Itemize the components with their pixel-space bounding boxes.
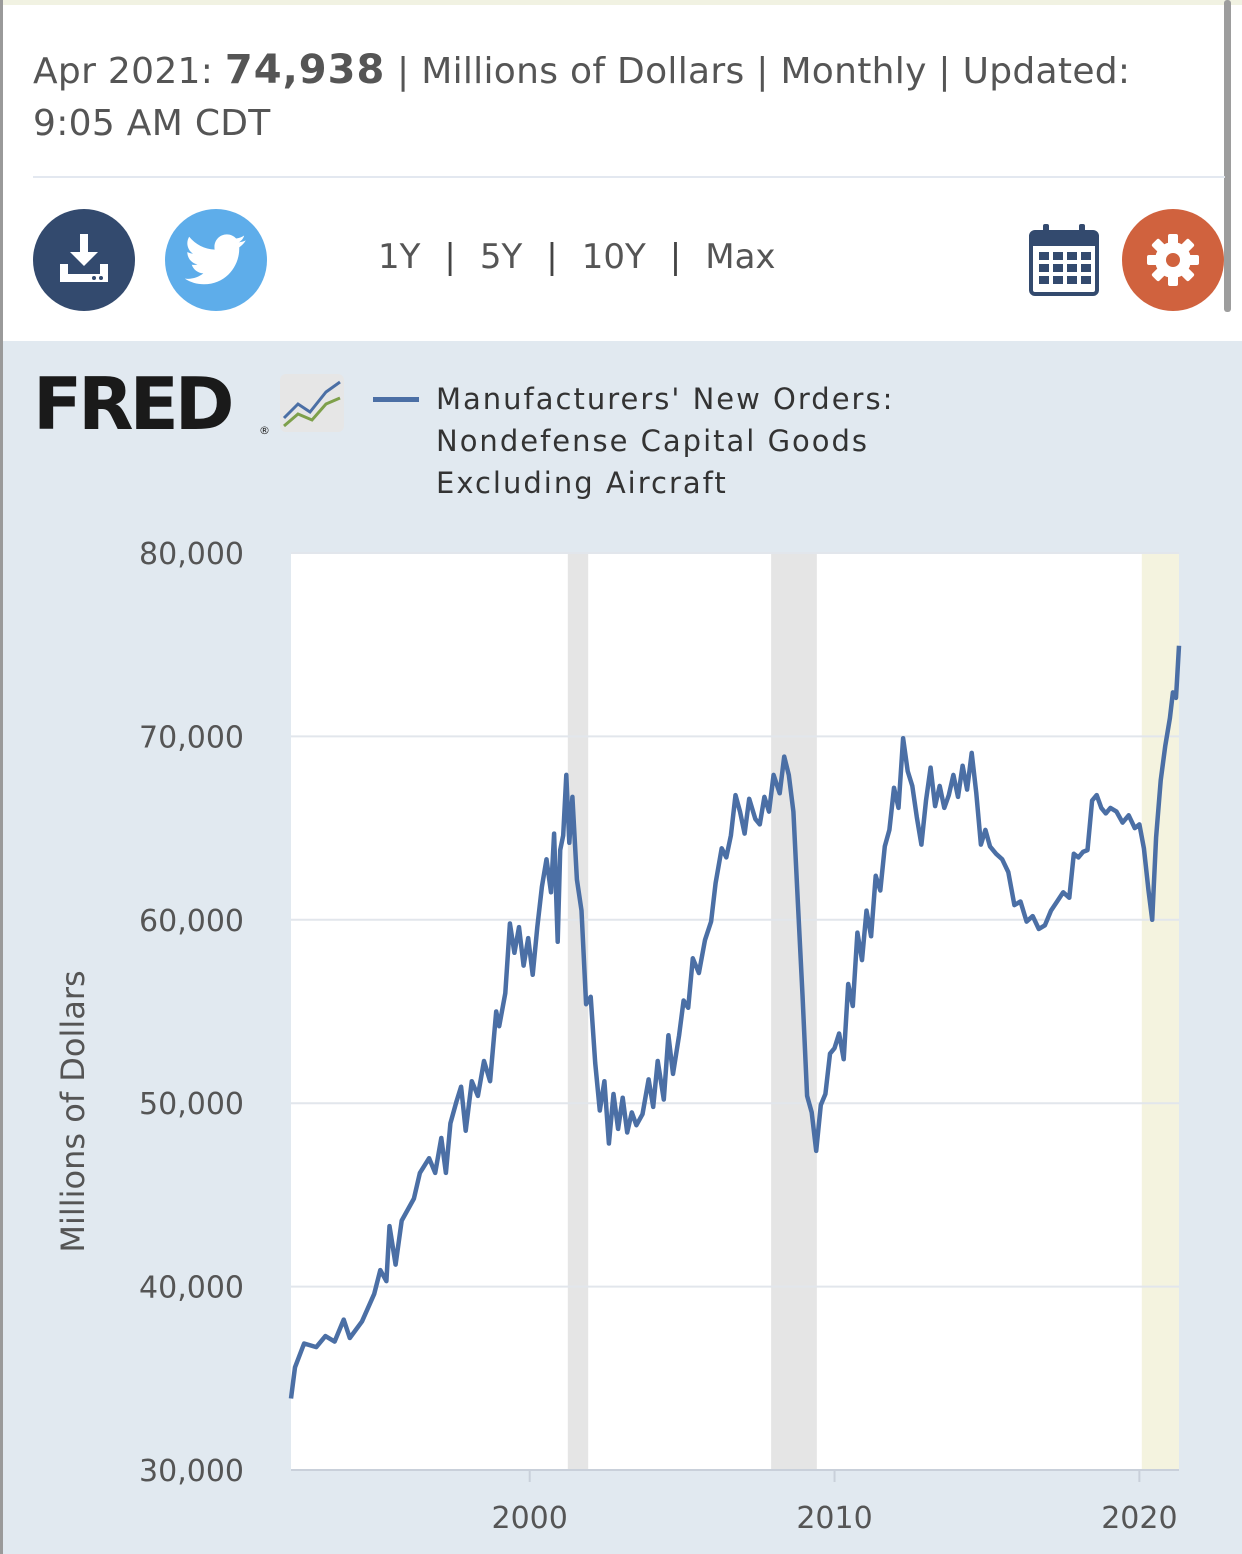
range-5y-button[interactable]: 5Y xyxy=(479,237,523,277)
x-tick-label: 2020 xyxy=(1101,1501,1177,1536)
plot-area xyxy=(291,553,1179,1470)
range-max-button[interactable]: Max xyxy=(705,237,776,277)
y-tick-label: 50,000 xyxy=(139,1087,244,1122)
range-1y-button[interactable]: 1Y xyxy=(378,237,421,277)
divider xyxy=(33,176,1225,178)
top-strip xyxy=(0,0,1242,5)
recession-band xyxy=(567,553,589,1470)
range-10y-button[interactable]: 10Y xyxy=(581,237,646,277)
units-frequency-text: | Millions of Dollars | Monthly | Update… xyxy=(397,51,1131,92)
legend-swatch xyxy=(373,397,419,402)
y-tick-label: 30,000 xyxy=(139,1454,244,1489)
download-icon xyxy=(60,234,108,282)
twitter-bird-icon xyxy=(185,234,246,285)
recession-band xyxy=(771,553,817,1470)
y-tick-label: 40,000 xyxy=(139,1271,244,1306)
y-tick-label: 80,000 xyxy=(139,537,244,572)
fred-logo: FRED xyxy=(33,362,235,446)
window-edge xyxy=(0,0,3,1554)
x-tick-label: 2000 xyxy=(492,1501,568,1536)
updated-time: 9:05 AM CDT xyxy=(33,103,271,144)
legend-series-name: Manufacturers' New Orders: Nondefense Ca… xyxy=(436,382,895,500)
settings-button[interactable] xyxy=(1122,209,1224,311)
y-tick-label: 70,000 xyxy=(139,720,244,755)
twitter-share-button[interactable] xyxy=(165,209,267,311)
download-button[interactable] xyxy=(33,209,135,311)
range-separator: | xyxy=(444,237,456,277)
gear-icon xyxy=(1147,234,1199,286)
fred-graph-icon xyxy=(280,374,344,432)
y-tick-label: 60,000 xyxy=(139,904,244,939)
range-separator: | xyxy=(546,237,558,277)
y-axis-title: Millions of Dollars xyxy=(54,970,92,1252)
fred-registered-mark: ® xyxy=(259,424,270,437)
series-summary: Apr 2021: 74,938 | Millions of Dollars |… xyxy=(33,44,1213,150)
observation-value: 74,938 xyxy=(224,47,386,93)
x-tick-label: 2010 xyxy=(796,1501,872,1536)
scrollbar[interactable] xyxy=(1224,0,1231,312)
range-separator: | xyxy=(669,237,682,277)
date-range-selector: 1Y | 5Y | 10Y | Max xyxy=(378,232,776,282)
series-line xyxy=(288,645,1182,1399)
observation-period: Apr 2021: xyxy=(33,51,214,92)
calendar-icon[interactable] xyxy=(1029,222,1099,296)
